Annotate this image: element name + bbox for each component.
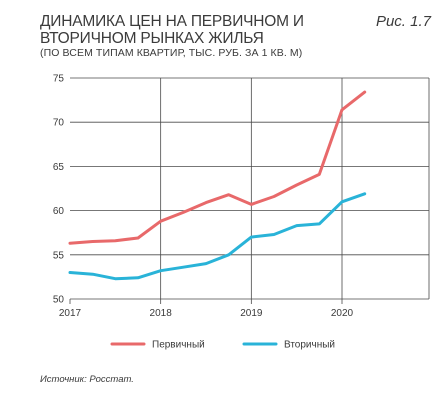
chart-title: ДИНАМИКА ЦЕН НА ПЕРВИЧНОМ И ВТОРИЧНОМ РЫ… bbox=[40, 13, 304, 47]
y-tick-label: 55 bbox=[53, 250, 65, 261]
y-tick-label: 75 bbox=[53, 74, 65, 85]
y-tick-label: 70 bbox=[53, 118, 65, 129]
chart-subtitle: (ПО ВСЕМ ТИПАМ КВАРТИР, ТЫС. РУБ. ЗА 1 К… bbox=[40, 47, 303, 59]
legend-label: Вторичный bbox=[284, 340, 335, 351]
series-line-secondary bbox=[68, 192, 367, 281]
x-tick-label: 2019 bbox=[240, 308, 263, 319]
x-tick-label: 2018 bbox=[150, 308, 173, 319]
x-tick-label: 2020 bbox=[331, 308, 354, 319]
series-line-primary bbox=[68, 90, 367, 245]
legend-label: Первичный bbox=[152, 340, 205, 351]
y-tick-label: 65 bbox=[53, 162, 65, 173]
x-tick-label: 2017 bbox=[59, 308, 82, 319]
figure-label: Рис. 1.7 bbox=[375, 13, 431, 30]
y-tick-label: 60 bbox=[53, 206, 65, 217]
source-note: Источник: Росстат. bbox=[40, 374, 134, 385]
y-tick-label: 50 bbox=[53, 295, 65, 306]
